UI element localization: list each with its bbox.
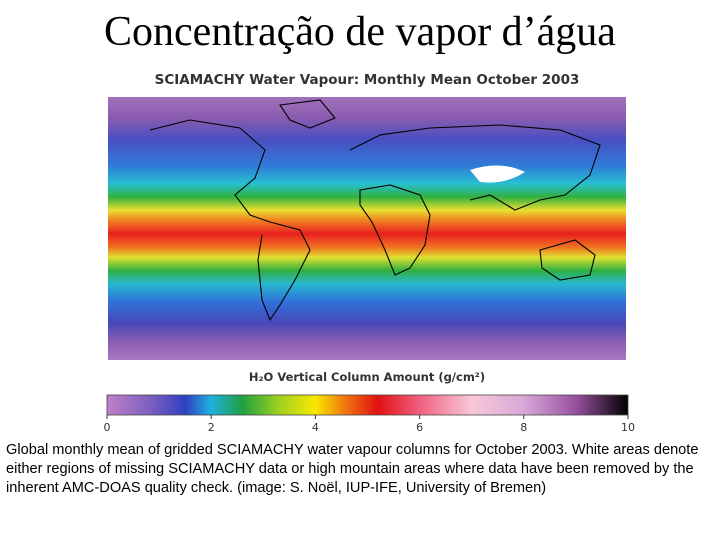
water-vapour-map (108, 97, 626, 360)
colorbar-tick-label: 10 (621, 421, 635, 434)
colorbar-tick-label: 8 (520, 421, 527, 434)
colorbar (106, 394, 629, 416)
slide-title: Concentração de vapor d’água (104, 9, 616, 55)
colorbar-tick-label: 0 (104, 421, 111, 434)
caption: Global monthly mean of gridded SCIAMACHY… (6, 442, 699, 496)
colorbar-tick-label: 6 (416, 421, 423, 434)
figure-title: SCIAMACHY Water Vapour: Monthly Mean Oct… (155, 72, 580, 88)
colorbar-label: H₂O Vertical Column Amount (g/cm²) (249, 370, 485, 384)
missing-data-area (470, 165, 525, 183)
coastlines (149, 99, 601, 322)
colorbar-tick-label: 4 (312, 421, 319, 434)
figure: SCIAMACHY Water Vapour: Monthly Mean Oct… (104, 72, 636, 434)
colorbar-tick-label: 2 (208, 421, 215, 434)
